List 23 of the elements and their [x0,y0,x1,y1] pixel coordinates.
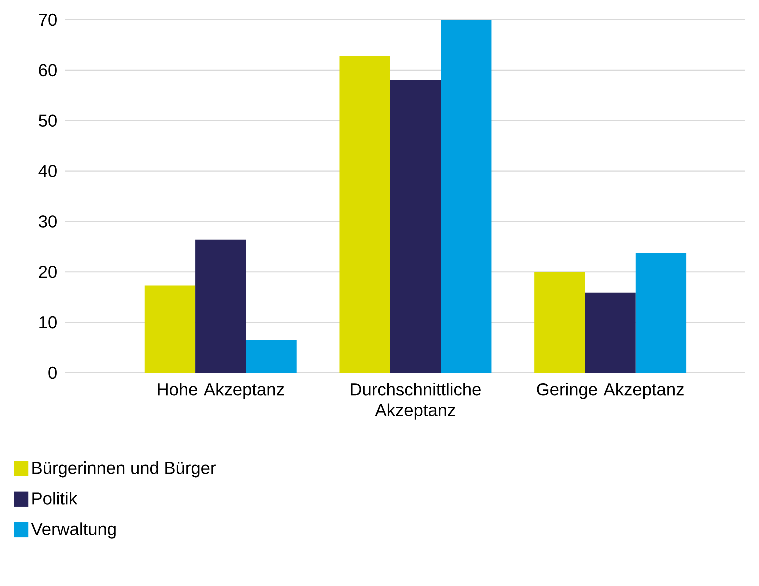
legend-label: Bürgerinnen und Bürger [32,462,216,478]
bar [246,340,297,373]
x-tick-label: Durchschnittliche Akzeptanz [351,383,481,420]
y-tick-label: 50 [39,114,57,127]
y-tick-label: 10 [40,316,57,329]
y-tick-label: 60 [39,64,57,77]
bar [534,272,586,373]
legend-label: Politik [32,492,78,505]
x-tick-label: Hohe Akzeptanz [158,383,284,400]
bar [144,286,196,373]
y-tick-label: 30 [39,216,57,228]
y-tick-label: 0 [48,366,57,380]
bar [441,20,492,373]
legend-label: Verwaltung [31,522,116,539]
bar [340,56,390,373]
x-tick-label: Geringe Akzeptanz [537,383,684,400]
bar [196,240,246,373]
y-tick-label: 20 [39,266,57,278]
bar [636,252,687,373]
bar [585,292,636,373]
y-tick-label: 40 [38,165,57,178]
y-tick-label: 70 [39,14,57,26]
bar [390,80,442,373]
